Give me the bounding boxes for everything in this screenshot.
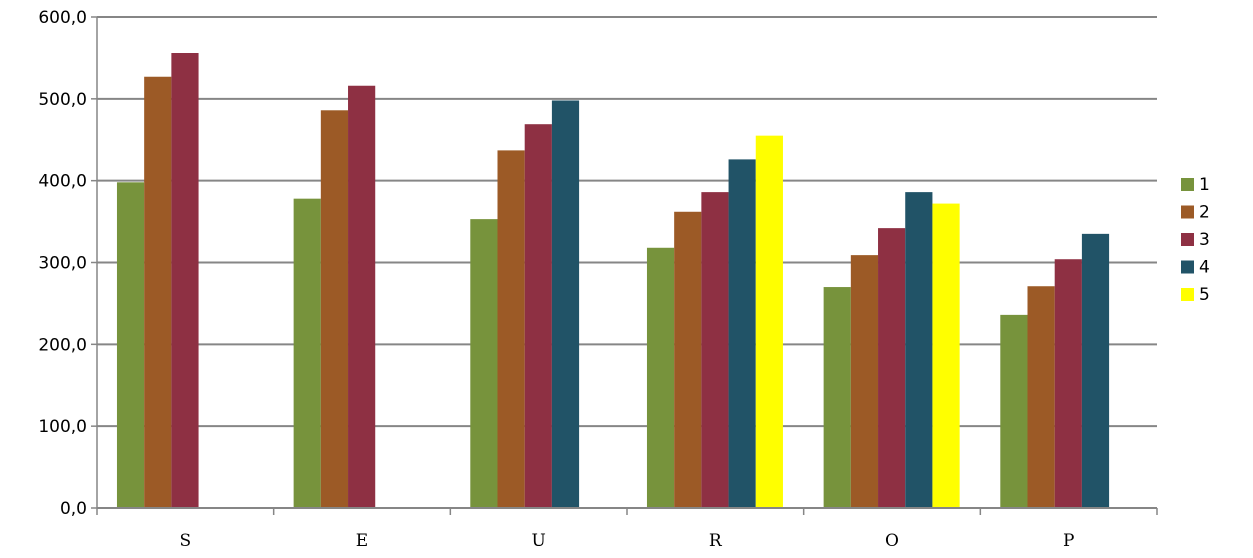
bar-series-3-U	[524, 124, 552, 509]
legend-swatch	[1181, 288, 1194, 301]
legend-label: 3	[1199, 230, 1210, 250]
x-tick-label: R	[709, 531, 723, 551]
bars	[116, 53, 1110, 509]
x-tick-label: O	[885, 531, 899, 551]
legend-label: 2	[1199, 203, 1210, 223]
legend-swatch	[1181, 233, 1194, 246]
y-tick-label: 200,0	[38, 335, 87, 355]
axes: 0,0 100,0 200,0 300,0 400,0 500,0 600,0 S E U R O P	[38, 8, 1158, 551]
bar-series-1-U	[470, 219, 498, 508]
bar-series-1-P	[1000, 314, 1028, 508]
bar-series-4-R	[728, 159, 756, 508]
legend-label: 5	[1199, 285, 1210, 305]
y-tick-label: 0,0	[60, 499, 87, 519]
bar-series-4-U	[551, 100, 580, 508]
bar-series-2-U	[497, 150, 525, 508]
y-tick-label: 300,0	[38, 254, 87, 274]
y-tick-label: 600,0	[38, 8, 87, 28]
bar-series-2-E	[320, 110, 349, 508]
bar-series-1-R	[646, 247, 675, 508]
bar-series-2-O	[850, 255, 879, 508]
bar-series-3-P	[1054, 259, 1082, 508]
bar-series-4-O	[905, 192, 933, 508]
bar-series-5-R	[755, 135, 783, 509]
bar-series-2-S	[144, 76, 172, 508]
bar-series-3-O	[878, 228, 906, 508]
legend: 1 2 3 4 5	[1181, 175, 1210, 305]
gridlines	[97, 16, 1157, 428]
x-tick-label: S	[180, 531, 192, 551]
bar-series-1-O	[823, 287, 851, 508]
bar-series-1-S	[116, 182, 145, 508]
bar-series-3-E	[348, 85, 376, 509]
bar-series-2-R	[674, 211, 702, 508]
y-tick-label: 400,0	[38, 172, 87, 192]
x-tick-label: P	[1063, 531, 1074, 551]
bar-series-2-P	[1027, 286, 1055, 508]
bar-series-5-O	[932, 203, 960, 508]
bar-series-3-R	[701, 192, 729, 508]
legend-swatch	[1181, 205, 1194, 219]
legend-swatch	[1181, 178, 1194, 191]
legend-swatch	[1181, 260, 1194, 274]
legend-label: 1	[1199, 175, 1210, 195]
bar-series-4-P	[1081, 233, 1110, 508]
y-tick-label: 500,0	[38, 90, 87, 110]
x-tick-label: U	[532, 531, 546, 551]
bar-series-1-E	[293, 198, 321, 509]
x-tick-label: E	[356, 531, 368, 551]
legend-label: 4	[1199, 258, 1210, 278]
bar-series-3-S	[171, 53, 199, 509]
y-tick-label: 100,0	[38, 417, 87, 437]
